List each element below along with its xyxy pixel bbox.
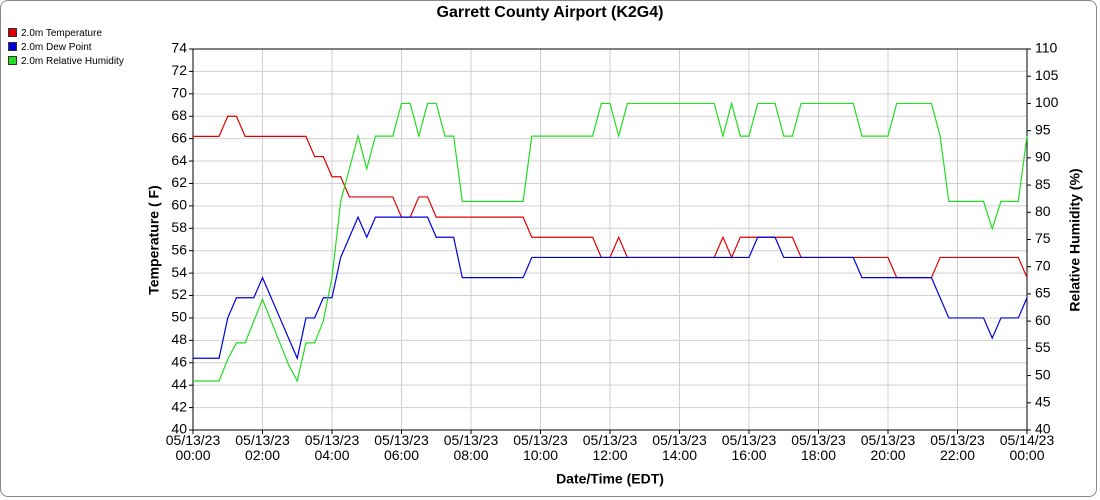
x-tick-label: 05/13/23 02:00 <box>235 432 290 463</box>
y-tick-label: 42 <box>171 398 187 414</box>
y-tick-label: 70 <box>171 85 187 101</box>
y-tick-label: 44 <box>171 376 187 392</box>
x-tick-label: 05/13/23 22:00 <box>930 432 985 463</box>
y2-tick-label: 55 <box>1035 339 1051 355</box>
y2-tick-label: 60 <box>1035 312 1051 328</box>
y2-tick-label: 45 <box>1035 393 1051 409</box>
x-tick-label: 05/13/23 20:00 <box>860 432 916 463</box>
y-tick-label: 46 <box>171 353 187 369</box>
y-tick-label: 52 <box>171 286 187 302</box>
x-tick-label: 05/13/23 08:00 <box>443 432 499 463</box>
series-line <box>193 101 1028 383</box>
y-axis-label: Temperature ( F) <box>146 185 162 294</box>
y2-tick-label: 70 <box>1035 257 1051 273</box>
y2-tick-label: 85 <box>1035 176 1051 192</box>
legend-swatch <box>8 56 17 65</box>
y-tick-label: 68 <box>171 107 187 123</box>
y-tick-label: 74 <box>171 40 187 56</box>
legend-item: 2.0m Dew Point <box>8 42 92 53</box>
y-tick-label: 48 <box>171 331 187 347</box>
y-tick-label: 54 <box>171 264 187 280</box>
plot-frame <box>192 48 1028 431</box>
x-tick-label: 05/13/23 00:00 <box>165 432 221 463</box>
y-tick-label: 40 <box>171 421 187 437</box>
x-tick-label: 05/13/23 14:00 <box>652 432 707 463</box>
y2-tick-label: 90 <box>1035 149 1051 165</box>
x-tick-label: 05/13/23 06:00 <box>374 432 429 463</box>
x-tick-label: 05/13/23 12:00 <box>582 432 638 463</box>
y2-axis-label: Relative Humidity (%) <box>1067 168 1083 311</box>
legend-label: 2.0m Dew Point <box>21 42 92 53</box>
legend-label: 2.0m Temperature <box>21 28 102 39</box>
y2-tick-label: 40 <box>1035 421 1051 437</box>
x-tick-label: 05/13/23 10:00 <box>513 432 568 463</box>
y-tick-label: 66 <box>171 129 187 145</box>
y-tick-label: 50 <box>171 309 187 325</box>
x-tick-label: 05/13/23 18:00 <box>791 432 846 463</box>
grid <box>192 48 1028 431</box>
y-tick-label: 64 <box>171 152 187 168</box>
legend-item: 2.0m Relative Humidity <box>8 56 124 67</box>
y2-tick-label: 50 <box>1035 366 1051 382</box>
series-line <box>193 215 1028 361</box>
legend-swatch <box>8 42 17 51</box>
y2-tick-label: 100 <box>1035 94 1059 110</box>
y2-tick-label: 110 <box>1035 40 1058 56</box>
y2-tick-label: 95 <box>1035 121 1051 137</box>
y-tick-label: 60 <box>171 197 187 213</box>
y-tick-label: 72 <box>171 62 187 78</box>
chart-title: Garrett County Airport (K2G4) <box>437 4 664 21</box>
y2-tick-label: 80 <box>1035 203 1051 219</box>
y2-tick-label: 75 <box>1035 230 1051 246</box>
x-tick-label: 05/13/23 04:00 <box>304 432 360 463</box>
legend-label: 2.0m Relative Humidity <box>21 56 124 67</box>
x-tick-label: 05/14/23 00:00 <box>999 432 1055 463</box>
x-tick-label: 05/13/23 16:00 <box>721 432 777 463</box>
legend-item: 2.0m Temperature <box>8 28 102 39</box>
y2-tick-label: 105 <box>1035 67 1059 83</box>
legend-swatch <box>8 28 17 37</box>
y-tick-label: 56 <box>171 241 187 257</box>
y-tick-label: 58 <box>171 219 187 235</box>
y2-tick-label: 65 <box>1035 285 1051 301</box>
x-axis-label: Date/Time (EDT) <box>556 471 664 487</box>
y-tick-label: 62 <box>171 174 187 190</box>
